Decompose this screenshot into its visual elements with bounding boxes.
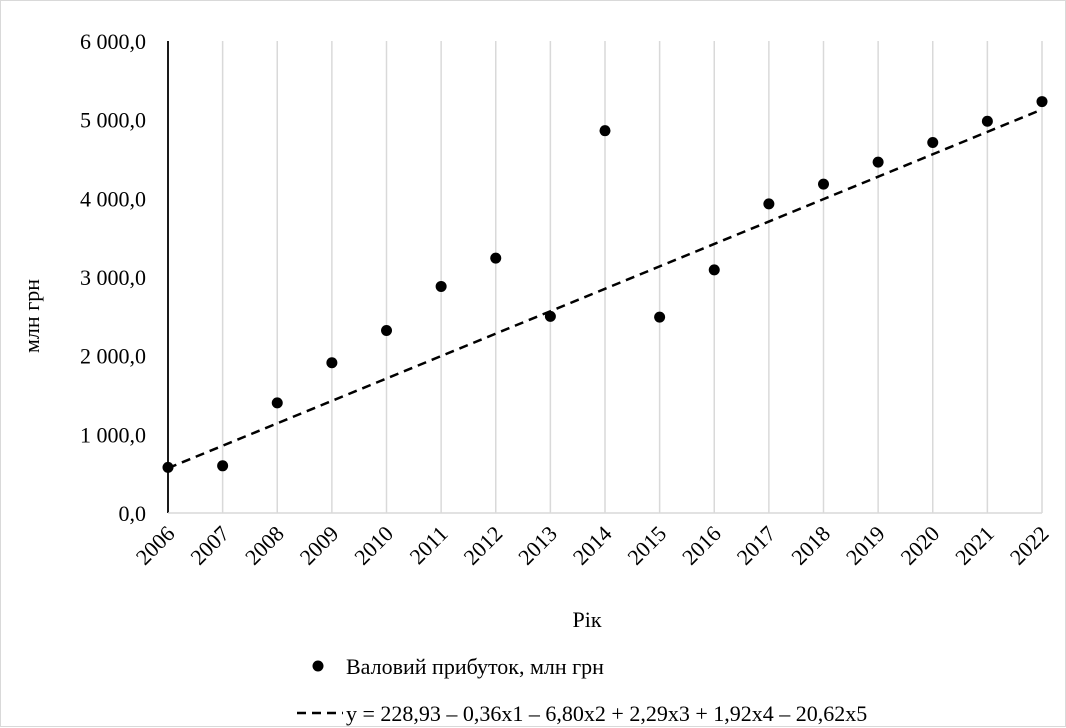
legend-marker-points bbox=[312, 660, 324, 672]
x-tick-label: 2019 bbox=[841, 521, 890, 570]
x-tick-label: 2022 bbox=[1005, 521, 1054, 570]
x-tick-label: 2007 bbox=[185, 521, 234, 570]
x-tick-label: 2016 bbox=[677, 521, 726, 570]
axis-layer bbox=[167, 41, 1042, 514]
x-tick-label: 2012 bbox=[458, 521, 507, 570]
data-point-2015 bbox=[654, 311, 666, 323]
data-point-2016 bbox=[708, 264, 720, 276]
y-tick-label: 4 000,0 bbox=[80, 186, 146, 211]
y-tick-label: 3 000,0 bbox=[80, 265, 146, 290]
data-point-2018 bbox=[818, 178, 829, 190]
x-tick-label: 2020 bbox=[895, 521, 944, 570]
y-tick-label: 1 000,0 bbox=[80, 422, 146, 447]
x-tick-label: 2008 bbox=[240, 521, 289, 570]
x-tick-labels: 2006 2007 2008 2009 2010 2011 2012 2013 2014 2015… bbox=[131, 521, 1054, 570]
data-point-2007 bbox=[217, 460, 229, 472]
x-tick-label: 2006 bbox=[131, 521, 180, 570]
data-point-2014 bbox=[599, 125, 611, 137]
y-tick-label: 2 000,0 bbox=[80, 344, 146, 369]
data-point-2022 bbox=[1036, 96, 1048, 108]
y-tick-label: 5 000,0 bbox=[80, 108, 146, 133]
data-point-2009 bbox=[326, 357, 338, 369]
data-point-2011 bbox=[435, 280, 447, 292]
x-tick-label: 2013 bbox=[513, 521, 562, 570]
x-tick-label: 2010 bbox=[349, 521, 398, 570]
trendline-series bbox=[167, 108, 1043, 470]
series-layer bbox=[162, 96, 1048, 473]
x-axis-label: Рік bbox=[572, 607, 601, 632]
y-tick-label: 0,0 bbox=[119, 501, 147, 526]
data-point-2017 bbox=[763, 198, 775, 210]
x-tick-label: 2018 bbox=[786, 521, 835, 570]
x-tick-label: 2011 bbox=[404, 521, 452, 569]
x-tick-label: 2021 bbox=[950, 521, 999, 570]
data-point-2010 bbox=[381, 324, 392, 336]
y-tick-label: 6 000,0 bbox=[80, 29, 146, 54]
data-point-2008 bbox=[271, 397, 283, 409]
data-point-2019 bbox=[872, 156, 884, 168]
data-point-2012 bbox=[490, 252, 502, 264]
data-point-2021 bbox=[981, 115, 993, 127]
legend-label-points: Валовий прибуток, млн грн bbox=[346, 654, 604, 679]
data-point-2020 bbox=[927, 136, 939, 148]
legend-label-trendline: y = 228,93 – 0,36x1 – 6,80x2 + 2,29x3 + … bbox=[346, 701, 867, 726]
legend: Валовий прибуток, млн грн y = 228,93 – 0… bbox=[297, 654, 867, 726]
y-tick-labels: 0,0 1 000,0 2 000,0 3 000,0 4 000,0 5 000,0 6 … bbox=[80, 29, 146, 526]
x-tick-label: 2015 bbox=[622, 521, 671, 570]
x-tick-label: 2014 bbox=[568, 521, 617, 570]
x-tick-label: 2009 bbox=[295, 521, 344, 570]
x-tick-label: 2017 bbox=[732, 521, 781, 570]
y-axis-label: млн грн bbox=[19, 279, 44, 353]
grid-layer bbox=[221, 41, 1043, 513]
